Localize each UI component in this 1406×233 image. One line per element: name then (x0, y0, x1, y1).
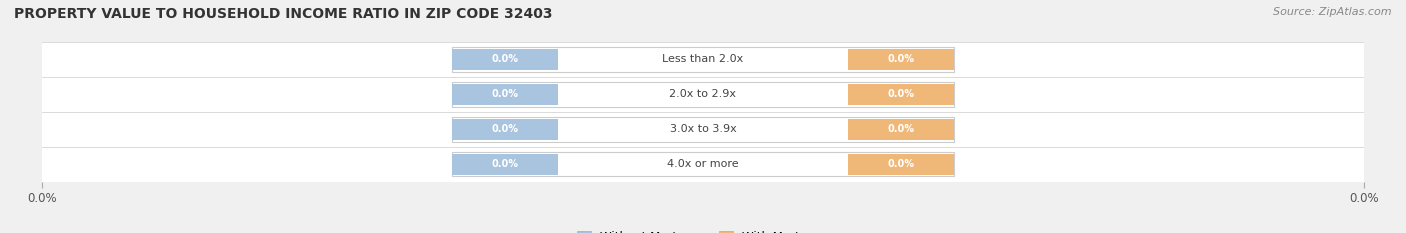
Bar (848, 49, 955, 70)
Bar (451, 154, 558, 175)
Text: 0.0%: 0.0% (887, 55, 915, 64)
Text: 0.0%: 0.0% (491, 55, 519, 64)
Bar (42, 112, 1364, 147)
Text: 0.0%: 0.0% (887, 89, 915, 99)
Bar (451, 152, 955, 177)
Bar (451, 47, 955, 72)
Bar (42, 42, 1364, 77)
Text: 0.0%: 0.0% (491, 159, 519, 169)
Bar (848, 154, 955, 175)
Bar (451, 117, 955, 142)
Text: 4.0x or more: 4.0x or more (668, 159, 738, 169)
Text: PROPERTY VALUE TO HOUSEHOLD INCOME RATIO IN ZIP CODE 32403: PROPERTY VALUE TO HOUSEHOLD INCOME RATIO… (14, 7, 553, 21)
Bar (42, 147, 1364, 182)
Text: 2.0x to 2.9x: 2.0x to 2.9x (669, 89, 737, 99)
Text: 3.0x to 3.9x: 3.0x to 3.9x (669, 124, 737, 134)
Bar (42, 77, 1364, 112)
Bar (451, 84, 558, 105)
Text: Source: ZipAtlas.com: Source: ZipAtlas.com (1274, 7, 1392, 17)
Bar (848, 84, 955, 105)
Text: 0.0%: 0.0% (491, 89, 519, 99)
Legend: Without Mortgage, With Mortgage: Without Mortgage, With Mortgage (572, 226, 834, 233)
Bar (451, 82, 955, 107)
Bar (451, 49, 558, 70)
Text: 0.0%: 0.0% (887, 124, 915, 134)
Text: 0.0%: 0.0% (887, 159, 915, 169)
Text: 0.0%: 0.0% (491, 124, 519, 134)
Bar (451, 119, 558, 140)
Bar (848, 119, 955, 140)
Text: Less than 2.0x: Less than 2.0x (662, 55, 744, 64)
